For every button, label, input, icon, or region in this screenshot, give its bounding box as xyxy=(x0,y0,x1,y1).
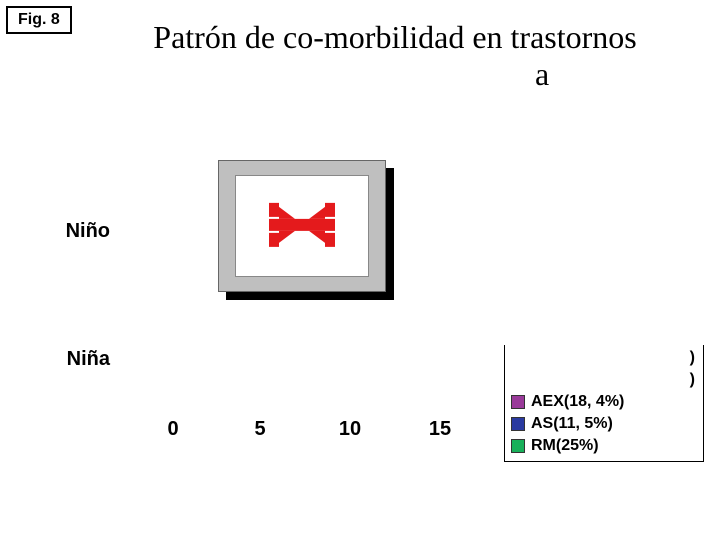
chart-title-fragment-a: a xyxy=(535,56,549,93)
x-tick-15: 15 xyxy=(429,418,451,441)
legend-fragment-row: ) xyxy=(505,369,703,391)
legend-fragment-row: ) xyxy=(505,347,703,369)
legend-label-rm: RM(25%) xyxy=(531,437,599,455)
legend-fragment-0: ) xyxy=(690,349,697,367)
figure-label-box: Fig. 8 xyxy=(6,6,72,34)
x-tick-5: 5 xyxy=(254,418,265,441)
broken-image-placeholder xyxy=(218,160,394,300)
legend-label-aex: AEX(18, 4%) xyxy=(531,393,624,411)
legend-swatch-aex xyxy=(511,395,525,409)
legend-item-as: AS(11, 5%) xyxy=(505,413,703,435)
x-tick-0: 0 xyxy=(167,418,178,441)
figure-label: Fig. 8 xyxy=(18,11,60,28)
y-axis-category-nina: Niña xyxy=(40,348,110,371)
legend: ) ) AEX(18, 4%) AS(11, 5%) RM(25%) xyxy=(504,345,704,462)
legend-item-rm: RM(25%) xyxy=(505,435,703,457)
placeholder-inner xyxy=(235,175,369,277)
placeholder-outer xyxy=(218,160,386,292)
legend-fragment-1: ) xyxy=(690,371,697,389)
legend-swatch-rm xyxy=(511,439,525,453)
legend-label-as: AS(11, 5%) xyxy=(531,415,613,433)
chart-title-line1: Patrón de co-morbilidad en trastornos xyxy=(153,19,636,55)
legend-swatch-as xyxy=(511,417,525,431)
x-tick-10: 10 xyxy=(339,418,361,441)
legend-item-aex: AEX(18, 4%) xyxy=(505,391,703,413)
broken-image-icon xyxy=(257,197,347,253)
chart-title: Patrón de co-morbilidad en trastornos xyxy=(85,20,705,55)
y-axis-category-nino: Niño xyxy=(40,220,110,243)
